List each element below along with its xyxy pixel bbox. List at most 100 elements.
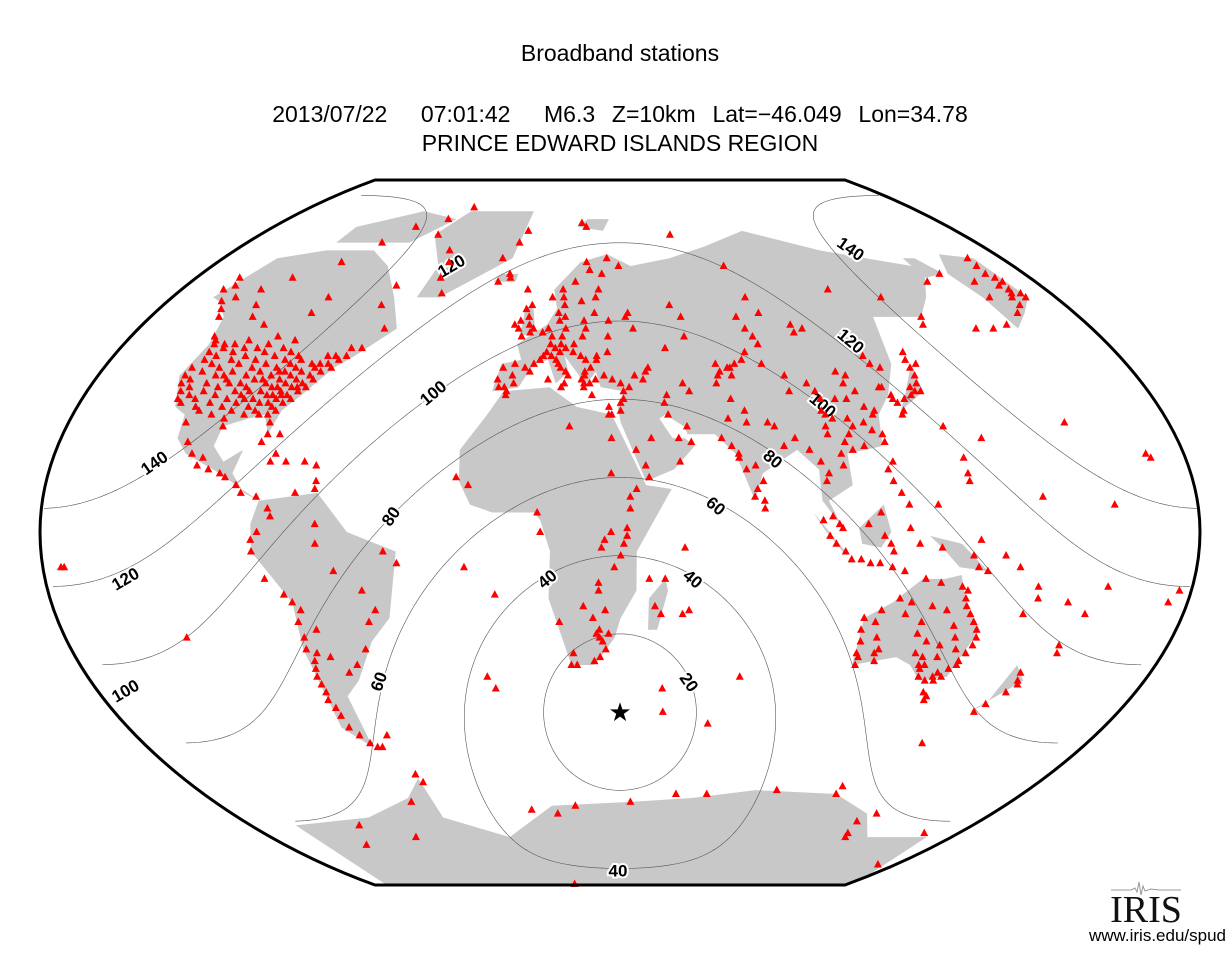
station-triangle-icon bbox=[900, 566, 909, 575]
station-triangle-icon bbox=[301, 382, 310, 391]
station-triangle-icon bbox=[271, 449, 280, 457]
station-triangle-icon bbox=[298, 378, 307, 387]
station-triangle-icon bbox=[316, 367, 325, 375]
station-triangle-icon bbox=[323, 351, 332, 359]
station-triangle-icon bbox=[437, 288, 446, 297]
station-layer bbox=[56, 202, 1184, 887]
station-triangle-icon bbox=[310, 484, 319, 492]
station-triangle-icon bbox=[906, 523, 915, 532]
station-triangle-icon bbox=[841, 371, 850, 379]
station-triangle-icon bbox=[603, 331, 612, 340]
station-triangle-icon bbox=[671, 789, 680, 798]
station-triangle-icon bbox=[848, 445, 857, 453]
station-triangle-icon bbox=[464, 480, 473, 489]
contour-20-deg bbox=[543, 633, 697, 791]
station-triangle-icon bbox=[601, 605, 610, 614]
station-triangle-icon bbox=[623, 523, 632, 532]
station-triangle-icon bbox=[202, 378, 211, 387]
station-triangle-icon bbox=[586, 363, 595, 371]
station-triangle-icon bbox=[539, 351, 548, 359]
station-triangle-icon bbox=[587, 390, 596, 399]
event-region: PRINCE EDWARD ISLANDS REGION bbox=[421, 130, 819, 156]
station-triangle-icon bbox=[832, 789, 841, 798]
station-triangle-icon bbox=[300, 633, 309, 641]
station-triangle-icon bbox=[371, 605, 380, 614]
station-triangle-icon bbox=[719, 261, 728, 270]
station-triangle-icon bbox=[717, 433, 726, 442]
station-triangle-icon bbox=[596, 652, 605, 661]
station-triangle-icon bbox=[823, 285, 832, 293]
station-triangle-icon bbox=[221, 472, 230, 481]
station-triangle-icon bbox=[823, 429, 832, 438]
station-triangle-icon bbox=[357, 586, 366, 594]
station-triangle-icon bbox=[857, 625, 866, 633]
station-triangle-icon bbox=[829, 511, 838, 520]
station-triangle-icon bbox=[626, 504, 635, 512]
station-triangle-icon bbox=[275, 429, 284, 438]
station-triangle-icon bbox=[183, 437, 192, 446]
station-triangle-icon bbox=[963, 253, 972, 262]
station-triangle-icon bbox=[843, 414, 852, 422]
station-triangle-icon bbox=[650, 601, 659, 610]
station-triangle-icon bbox=[840, 437, 849, 446]
station-triangle-icon bbox=[510, 320, 519, 328]
station-triangle-icon bbox=[660, 343, 669, 352]
station-triangle-icon bbox=[748, 331, 757, 340]
contour-label: 60 bbox=[702, 493, 729, 520]
station-triangle-icon bbox=[296, 605, 305, 614]
station-triangle-icon bbox=[242, 382, 251, 391]
station-triangle-icon bbox=[854, 652, 863, 661]
station-triangle-icon bbox=[835, 519, 844, 528]
station-triangle-icon bbox=[411, 832, 420, 841]
station-triangle-icon bbox=[279, 590, 288, 598]
landmass-north-america bbox=[175, 250, 397, 501]
station-triangle-icon bbox=[493, 374, 502, 383]
station-triangle-icon bbox=[641, 367, 650, 375]
station-triangle-icon bbox=[872, 633, 881, 641]
station-triangle-icon bbox=[291, 488, 300, 496]
station-triangle-icon bbox=[324, 359, 333, 367]
station-triangle-icon bbox=[871, 617, 880, 625]
station-triangle-icon bbox=[711, 359, 720, 367]
station-triangle-icon bbox=[907, 390, 916, 399]
station-triangle-icon bbox=[864, 519, 873, 528]
station-triangle-icon bbox=[288, 273, 297, 281]
station-triangle-icon bbox=[665, 230, 674, 238]
station-triangle-icon bbox=[966, 609, 975, 618]
event-magnitude: M6.3 bbox=[544, 101, 596, 127]
station-triangle-icon bbox=[842, 394, 851, 403]
station-triangle-icon bbox=[597, 269, 606, 277]
landmass-eurasia bbox=[492, 230, 927, 529]
station-triangle-icon bbox=[245, 386, 254, 395]
station-triangle-icon bbox=[685, 605, 694, 614]
station-triangle-icon bbox=[592, 355, 601, 363]
station-triangle-icon bbox=[222, 394, 231, 403]
station-triangle-icon bbox=[195, 406, 204, 414]
station-triangle-icon bbox=[918, 652, 927, 661]
station-triangle-icon bbox=[176, 398, 185, 406]
station-triangle-icon bbox=[1007, 288, 1016, 297]
station-triangle-icon bbox=[377, 300, 386, 309]
station-triangle-icon bbox=[839, 523, 848, 532]
station-triangle-icon bbox=[219, 371, 228, 379]
station-triangle-icon bbox=[913, 629, 922, 637]
station-triangle-icon bbox=[483, 672, 492, 680]
station-triangle-icon bbox=[217, 304, 226, 313]
station-triangle-icon bbox=[785, 386, 794, 395]
station-triangle-icon bbox=[847, 554, 856, 563]
station-triangle-icon bbox=[866, 558, 875, 567]
station-triangle-icon bbox=[607, 468, 616, 477]
station-triangle-icon bbox=[880, 437, 889, 446]
station-triangle-icon bbox=[844, 429, 853, 438]
station-triangle-icon bbox=[560, 378, 569, 387]
station-triangle-icon bbox=[1053, 648, 1062, 657]
station-triangle-icon bbox=[524, 226, 533, 234]
logo-url[interactable]: www.iris.edu/spud bbox=[1088, 926, 1226, 945]
station-triangle-icon bbox=[678, 378, 687, 387]
station-triangle-icon bbox=[508, 371, 517, 379]
station-triangle-icon bbox=[544, 324, 553, 332]
station-triangle-icon bbox=[951, 644, 960, 653]
station-triangle-icon bbox=[274, 331, 283, 340]
station-triangle-icon bbox=[981, 699, 990, 708]
